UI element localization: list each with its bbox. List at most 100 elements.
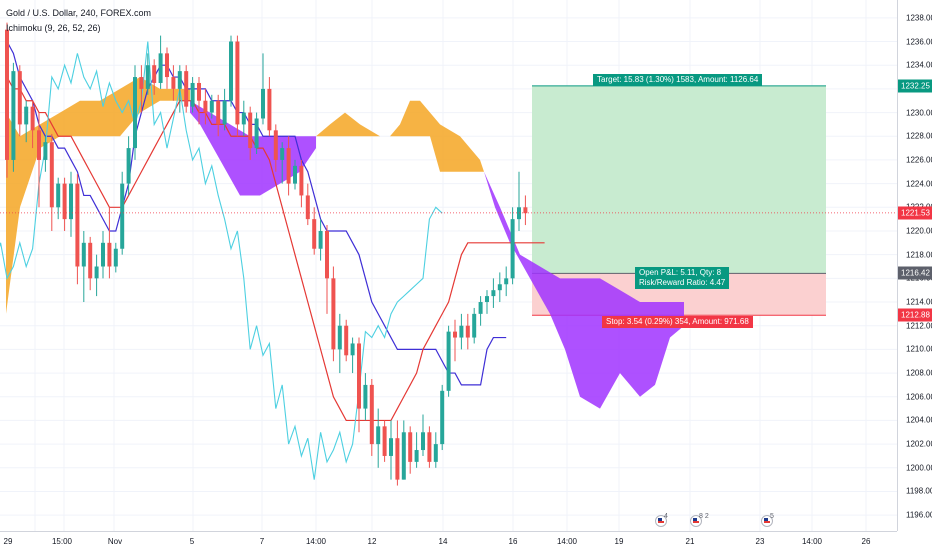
candle-body [133, 77, 137, 149]
candle [229, 35, 233, 107]
target-label[interactable]: Target: 15.83 (1.30%) 1583, Amount: 1126… [593, 74, 763, 86]
price-tag: 1232.25 [898, 79, 932, 93]
candle-body [459, 325, 464, 338]
candle-body [504, 278, 509, 285]
us-flag-icon[interactable] [761, 515, 773, 527]
candle-body [75, 183, 80, 267]
candle [24, 100, 29, 143]
time-tick-label: 21 [685, 537, 695, 546]
candle [401, 420, 406, 480]
candle [43, 136, 48, 172]
event-count: 8 2 [699, 513, 709, 520]
candle-body [88, 242, 93, 279]
candle-body [222, 100, 227, 125]
time-axis[interactable]: 29 15:00 Nov 5 7 14:00 12 14 16 14:00 19 21 23 14:00 2… [0, 531, 897, 551]
candle [376, 408, 381, 468]
candle [197, 77, 201, 125]
price-tick-label: 1202.00 [906, 439, 932, 449]
candle-body [216, 100, 221, 125]
candle [75, 174, 80, 285]
candle-body [280, 148, 285, 160]
candle-body [145, 65, 150, 89]
candle [280, 142, 285, 184]
candle [523, 195, 528, 226]
open-pnl-label[interactable]: Open P&L: 5.11, Qty: 8 Risk/Reward Ratio… [635, 267, 730, 289]
candle [107, 207, 112, 279]
candle [17, 65, 22, 137]
price-tick-label: 1210.00 [906, 344, 932, 354]
candle [465, 313, 470, 350]
candle [133, 65, 137, 160]
candle-body [267, 88, 272, 131]
candle [331, 266, 336, 362]
chikou-line [0, 41, 443, 480]
candle [350, 337, 355, 374]
candle-body [197, 82, 201, 101]
candle-body [293, 165, 297, 184]
indicator-title[interactable]: Ichimoku (9, 26, 52, 26) [6, 23, 101, 33]
candle-body [510, 219, 515, 279]
stop-label[interactable]: Stop: 3.54 (0.29%) 354, Amount: 971.68 [602, 316, 753, 328]
price-tick-label: 1198.00 [906, 486, 932, 496]
candle [459, 313, 464, 350]
candle [344, 319, 349, 362]
candle-body [421, 432, 425, 451]
legend: Gold / U.S. Dollar, 240, FOREX.com Ichim… [6, 6, 151, 36]
us-flag-icon[interactable] [655, 515, 667, 527]
candle-body [273, 130, 278, 160]
candle-body [261, 88, 265, 119]
candle-body [165, 53, 169, 78]
candle [421, 414, 425, 456]
time-tick-label: 29 [3, 537, 13, 546]
candle [363, 373, 368, 421]
candle [69, 171, 73, 237]
candle-body [235, 41, 240, 125]
candle [5, 22, 9, 178]
chart-area[interactable]: Gold / U.S. Dollar, 240, FOREX.com Ichim… [0, 0, 897, 531]
candle-body [376, 426, 381, 445]
time-tick-label: 14:00 [801, 537, 823, 546]
candle [497, 272, 502, 303]
price-tick-label: 1204.00 [906, 415, 932, 425]
candle [267, 77, 272, 137]
candle-body [209, 100, 214, 113]
time-tick-label: 12 [367, 537, 377, 546]
candle [325, 225, 329, 314]
time-tick-label: 14:00 [556, 537, 578, 546]
time-tick-label: 26 [861, 537, 871, 546]
time-tick-label: Nov [107, 537, 123, 546]
candle [56, 177, 61, 220]
candle-body [318, 230, 323, 249]
bull-cloud [316, 100, 484, 172]
candle-body [177, 71, 182, 89]
candle [120, 171, 125, 255]
candle [504, 266, 509, 297]
symbol-title[interactable]: Gold / U.S. Dollar, 240, FOREX.com [6, 8, 152, 18]
candle [491, 278, 496, 308]
candle [216, 94, 221, 137]
candle-body [120, 183, 125, 249]
time-tick-label: 7 [259, 537, 265, 546]
candle-body [312, 219, 317, 249]
price-axis[interactable]: 1238.001236.001234.001232.001230.001228.… [897, 0, 932, 531]
candle-body [299, 165, 304, 196]
price-chart[interactable] [0, 0, 897, 531]
time-tick-label: 15:00 [51, 537, 73, 546]
us-flag-icon[interactable] [690, 515, 702, 527]
candle [165, 47, 169, 89]
candle-body [152, 65, 157, 83]
open-pnl-text: Open P&L: 5.11, Qty: 8 [639, 268, 722, 277]
candle-body [171, 77, 176, 89]
candle-body [395, 438, 400, 480]
price-tick-label: 1224.00 [906, 179, 932, 189]
candle [209, 94, 214, 119]
candles [5, 22, 528, 486]
candle [382, 420, 387, 462]
price-tick-label: 1234.00 [906, 60, 932, 70]
candle-body [203, 100, 208, 113]
candle-body [485, 296, 489, 303]
candle [305, 183, 310, 226]
candle-body [453, 331, 457, 338]
price-tick-label: 1206.00 [906, 392, 932, 402]
candle [184, 65, 189, 113]
